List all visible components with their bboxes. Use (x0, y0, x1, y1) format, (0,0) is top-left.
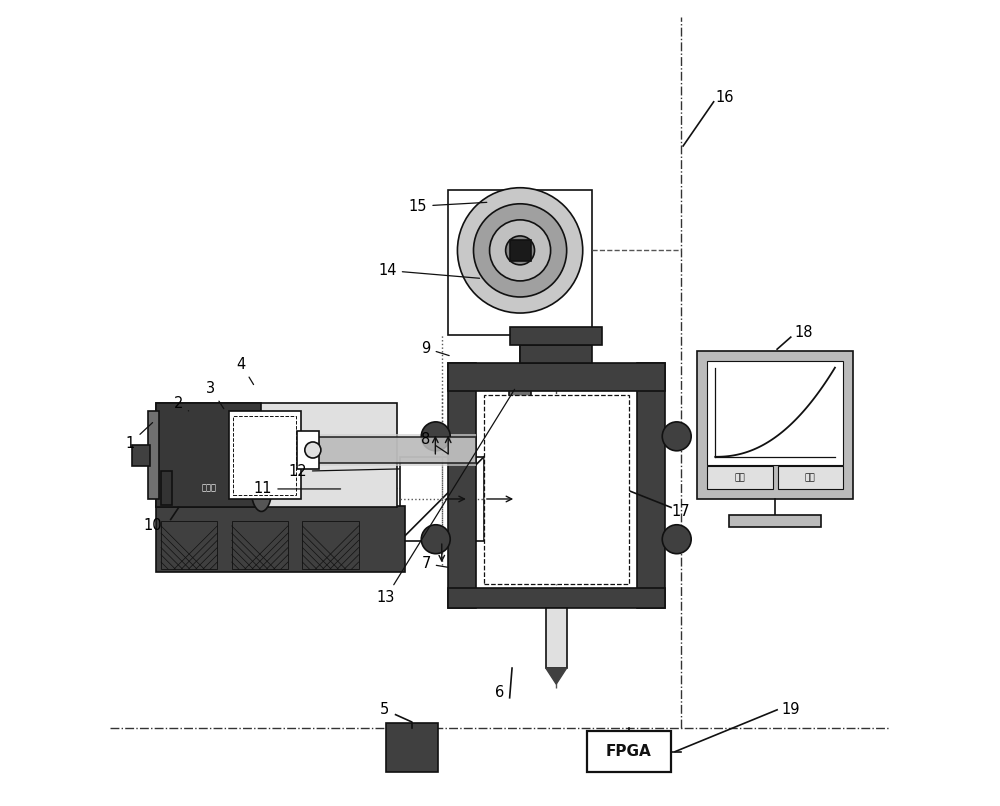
Bar (707, 467, 773, 489)
Bar (232, 521, 288, 569)
Text: 8: 8 (421, 432, 448, 454)
Circle shape (662, 525, 691, 554)
Polygon shape (546, 668, 567, 684)
Text: 16: 16 (716, 90, 734, 106)
Text: 停止: 停止 (805, 473, 816, 482)
Bar (604, 508, 620, 527)
Bar (520, 345, 592, 363)
Bar (729, 516, 821, 527)
Text: 12: 12 (288, 463, 399, 479)
Text: 14: 14 (378, 263, 480, 278)
Text: 9: 9 (421, 341, 449, 356)
Bar (448, 363, 476, 608)
Bar (637, 363, 665, 608)
Text: 10: 10 (144, 517, 162, 533)
Bar (161, 472, 172, 505)
Bar (229, 411, 301, 500)
Bar (448, 588, 665, 608)
Circle shape (490, 220, 551, 281)
Bar (509, 385, 531, 399)
Bar (600, 567, 623, 577)
Bar (302, 521, 359, 569)
Text: 3: 3 (206, 381, 224, 409)
Bar (546, 608, 567, 668)
Text: 1: 1 (126, 422, 153, 451)
Bar (161, 521, 217, 569)
Ellipse shape (251, 465, 272, 512)
Text: 19: 19 (782, 702, 800, 717)
Bar (484, 395, 629, 584)
Text: 11: 11 (254, 481, 341, 496)
Bar (604, 451, 620, 472)
Bar (267, 434, 476, 466)
Text: FPGA: FPGA (606, 744, 652, 759)
Text: 13: 13 (377, 389, 515, 604)
Circle shape (506, 236, 535, 265)
Bar (297, 430, 319, 469)
Bar (148, 411, 159, 500)
Text: 开始: 开始 (735, 473, 745, 482)
Bar (510, 240, 531, 261)
Circle shape (305, 442, 321, 458)
Text: 7: 7 (421, 556, 447, 571)
Bar (171, 465, 263, 512)
Circle shape (662, 422, 691, 451)
Bar (448, 190, 592, 334)
Text: 4: 4 (237, 357, 254, 384)
Bar (386, 723, 438, 772)
Bar (400, 457, 484, 541)
Bar (301, 437, 476, 463)
Bar (132, 445, 150, 466)
Bar (156, 403, 261, 508)
Text: 17: 17 (672, 504, 691, 519)
Text: 6: 6 (495, 684, 505, 700)
Bar (697, 351, 853, 500)
Text: 15: 15 (409, 199, 487, 214)
Bar (233, 416, 296, 495)
Bar (707, 361, 843, 465)
Text: 2: 2 (174, 396, 189, 411)
Bar (587, 731, 671, 772)
Bar (156, 403, 397, 508)
Bar (494, 377, 547, 387)
Circle shape (473, 204, 567, 297)
Bar (600, 435, 623, 535)
Bar (156, 506, 405, 571)
Bar (343, 450, 358, 526)
Circle shape (421, 422, 450, 451)
Text: 18: 18 (794, 325, 813, 340)
Bar (510, 327, 602, 345)
Bar (604, 480, 620, 500)
Bar (448, 363, 665, 391)
Bar (778, 467, 843, 489)
Text: 激光器: 激光器 (201, 484, 216, 492)
Text: 5: 5 (380, 702, 389, 717)
Circle shape (421, 525, 450, 554)
Circle shape (457, 188, 583, 313)
